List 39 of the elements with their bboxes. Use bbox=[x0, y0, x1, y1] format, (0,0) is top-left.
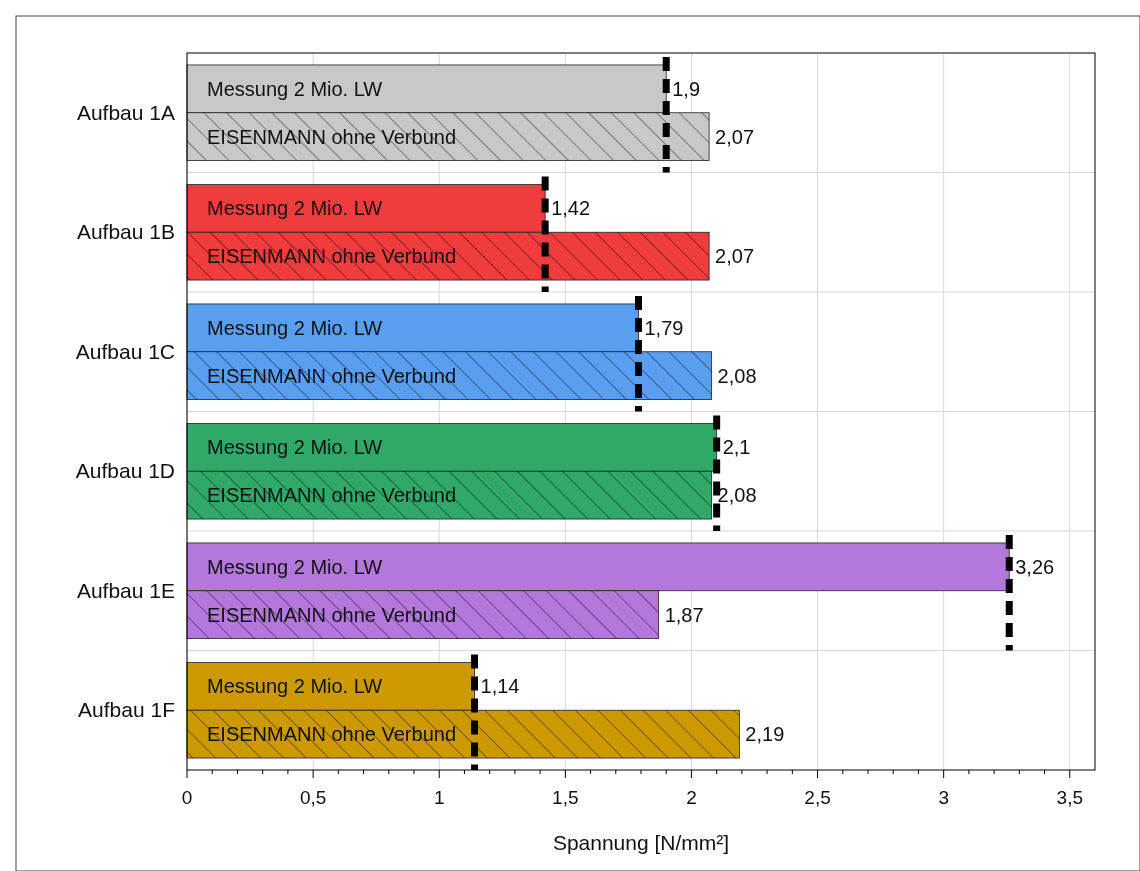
data-label: 2,08 bbox=[717, 364, 757, 387]
data-label: 1,14 bbox=[480, 675, 520, 698]
text: Messung 2 Mio. LW bbox=[207, 436, 383, 459]
data-label: 1,87 bbox=[664, 603, 704, 626]
data-label: 2,08 bbox=[717, 484, 757, 507]
data-label: 3,26 bbox=[1015, 555, 1055, 578]
data-label: 1,79 bbox=[644, 316, 684, 339]
text: EISENMANN ohne Verbund bbox=[207, 723, 457, 746]
y-tick-label: Aufbau 1D bbox=[75, 459, 175, 483]
x-tick-label: 2,5 bbox=[804, 787, 831, 808]
text: EISENMANN ohne Verbund bbox=[207, 484, 457, 507]
x-tick-label: 3 bbox=[938, 787, 949, 808]
data-label: 2,1 bbox=[722, 436, 751, 459]
y-tick-label: Aufbau 1E bbox=[76, 578, 175, 602]
data-label: 2,07 bbox=[715, 125, 755, 148]
y-tick-label: Aufbau 1B bbox=[76, 220, 175, 244]
y-tick-label: Aufbau 1F bbox=[78, 698, 175, 722]
x-axis-title: Spannung [N/mm²] bbox=[552, 831, 730, 854]
y-tick-label: Aufbau 1C bbox=[75, 339, 175, 363]
series-label: EISENMANN ohne Verbund bbox=[207, 364, 457, 387]
x-tick-label: 1 bbox=[433, 787, 445, 808]
data-label: 1,9 bbox=[672, 77, 701, 100]
data-label: 2,19 bbox=[745, 723, 785, 746]
series-label: Messung 2 Mio. LW bbox=[207, 316, 383, 339]
text: Messung 2 Mio. LW bbox=[207, 555, 383, 578]
x-tick-label: 3,5 bbox=[1056, 787, 1083, 808]
text: EISENMANN ohne Verbund bbox=[207, 245, 457, 268]
text: EISENMANN ohne Verbund bbox=[207, 125, 457, 148]
text: Messung 2 Mio. LW bbox=[207, 675, 383, 698]
y-tick-label: Aufbau 1A bbox=[76, 100, 175, 124]
data-label: 2,07 bbox=[715, 245, 755, 268]
data-label: 1,42 bbox=[551, 197, 591, 220]
text: Messung 2 Mio. LW bbox=[207, 77, 383, 100]
x-tick-label: 0,5 bbox=[299, 787, 327, 808]
x-tick-label: 2 bbox=[686, 787, 697, 808]
text: EISENMANN ohne Verbund bbox=[207, 603, 457, 626]
text: Messung 2 Mio. LW bbox=[207, 197, 383, 220]
x-tick-label: 0 bbox=[181, 787, 193, 808]
x-tick-label: 1,5 bbox=[552, 787, 579, 808]
